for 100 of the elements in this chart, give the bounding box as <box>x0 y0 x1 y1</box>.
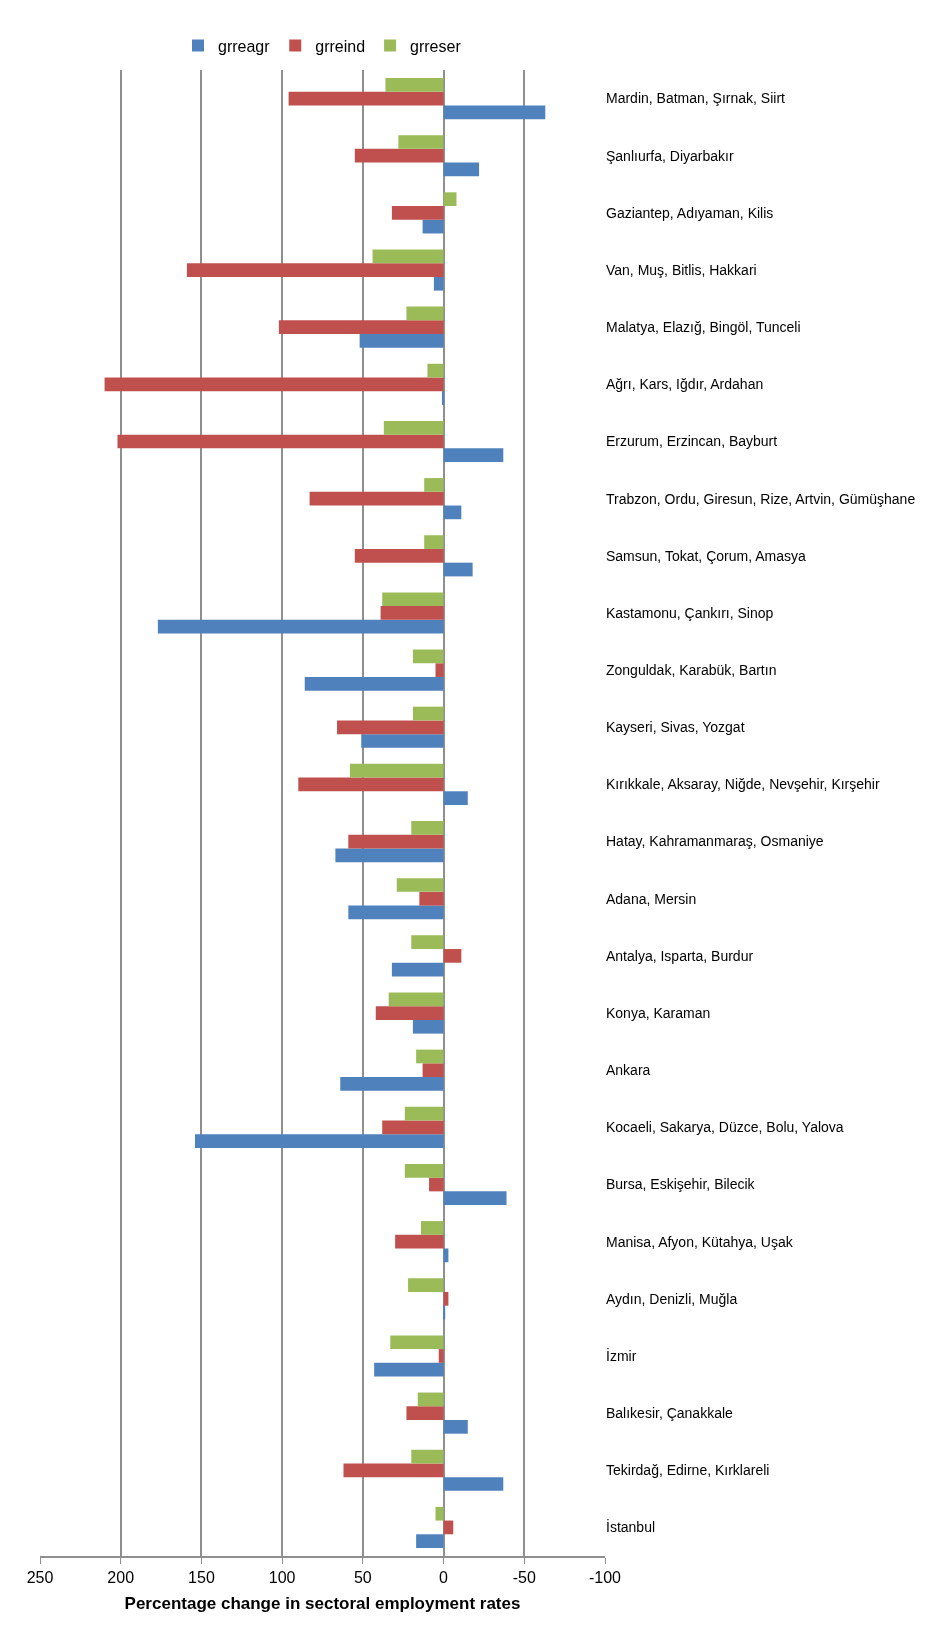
bar <box>443 448 504 463</box>
bar <box>412 649 444 664</box>
bar <box>157 619 444 634</box>
bar <box>406 306 444 321</box>
y-tick-label: Antalya, Isparta, Burdur <box>606 947 754 964</box>
bar <box>408 1278 444 1292</box>
bar <box>406 1406 444 1420</box>
bar <box>391 206 444 220</box>
bar <box>278 320 444 335</box>
bar <box>441 391 444 405</box>
y-tick-label: İstanbul <box>606 1518 656 1536</box>
legend-label: grreind <box>315 37 366 55</box>
y-tick-label: Tekirdağ, Edirne, Kırklareli <box>606 1462 770 1479</box>
y-tick-label: Adana, Mersin <box>606 890 697 907</box>
bar <box>443 791 468 805</box>
bar <box>382 1120 444 1135</box>
x-tick-label: -50 <box>512 1568 536 1586</box>
y-tick-label: Erzurum, Erzincan, Bayburt <box>606 433 778 450</box>
bar <box>429 1177 444 1192</box>
bar <box>443 1477 504 1491</box>
bar <box>383 420 444 435</box>
bar <box>443 162 480 177</box>
y-tick-label: Şanlıurfa, Diyarbakır <box>606 147 734 164</box>
y-tick-label: Hatay, Kahramanmaraş, Osmaniye <box>606 833 824 850</box>
y-tick-label: İzmir <box>606 1346 637 1364</box>
x-tick-label: 250 <box>26 1568 54 1586</box>
y-tick-label: Kastamonu, Çankırı, Sinop <box>606 604 774 621</box>
y-tick-label: Samsun, Tokat, Çorum, Amasya <box>606 547 806 564</box>
bar <box>343 1463 444 1478</box>
bar <box>354 548 444 563</box>
y-tick-label: Gaziantep, Adıyaman, Kilis <box>606 204 774 221</box>
bar <box>385 78 444 92</box>
y-tick-label: Malatya, Elazığ, Bingöl, Tunceli <box>606 319 801 336</box>
bar <box>335 848 444 863</box>
bar <box>391 962 444 977</box>
bar <box>374 1362 444 1377</box>
bar <box>404 1163 444 1178</box>
x-tick-label: 100 <box>268 1568 296 1586</box>
x-tick-label: -100 <box>588 1568 622 1586</box>
y-tick-label: Bursa, Eskişehir, Bilecik <box>606 1176 756 1193</box>
bar <box>337 720 444 735</box>
bar <box>412 1019 444 1034</box>
bar <box>438 1349 444 1363</box>
bar <box>443 1419 468 1434</box>
bar <box>309 491 444 506</box>
bar <box>298 777 444 792</box>
bar <box>422 1063 444 1078</box>
y-tick-label: Konya, Karaman <box>606 1004 711 1021</box>
bar <box>424 535 444 549</box>
legend-label: grreser <box>410 37 462 55</box>
bar <box>380 606 444 620</box>
bar <box>340 1077 444 1091</box>
bar <box>443 505 462 520</box>
x-tick-label: 50 <box>353 1568 372 1586</box>
y-tick-label: Balıkesir, Çanakkale <box>606 1405 734 1422</box>
y-tick-label: Manisa, Afyon, Kütahya, Uşak <box>606 1233 794 1250</box>
y-tick-label: Van, Muş, Bitlis, Hakkari <box>606 261 757 278</box>
bar <box>416 1534 444 1548</box>
bar <box>117 434 444 449</box>
y-tick-label: Kocaeli, Sakarya, Düzce, Bolu, Yalova <box>606 1119 844 1136</box>
bar <box>304 676 444 691</box>
bar <box>354 148 444 163</box>
bar <box>433 276 444 291</box>
bar <box>288 91 444 106</box>
bar <box>390 1335 444 1350</box>
bar <box>443 949 462 963</box>
bar <box>375 1006 444 1020</box>
bar <box>348 834 444 849</box>
bar <box>443 1191 507 1206</box>
y-tick-label: Ankara <box>606 1062 651 1079</box>
y-tick-label: Aydın, Denizli, Muğla <box>606 1290 738 1307</box>
y-tick-label: Kayseri, Sivas, Yozgat <box>606 719 745 736</box>
y-tick-label: Kırıkkale, Aksaray, Niğde, Nevşehir, Kırşehir <box>606 776 880 793</box>
bar <box>420 1221 444 1235</box>
bar <box>411 1449 444 1464</box>
y-tick-label: Ağrı, Kars, Iğdır, Ardahan <box>606 376 764 393</box>
bar <box>349 763 444 778</box>
y-tick-label: Trabzon, Ordu, Giresun, Rize, Artvin, Gümüşhane <box>606 490 916 507</box>
bar <box>372 249 444 264</box>
bar <box>186 263 444 277</box>
bar <box>361 734 444 748</box>
bar <box>417 1392 444 1407</box>
y-tick-label: Zonguldak, Karabük, Bartın <box>606 662 777 679</box>
x-axis-title: Percentage change in sectoral employment rates <box>124 1593 521 1613</box>
bar <box>382 592 444 607</box>
bar <box>396 878 444 892</box>
y-tick-label: Mardin, Batman, Şırnak, Siirt <box>606 90 786 107</box>
bar <box>416 1049 444 1064</box>
bar <box>388 992 444 1007</box>
bar <box>419 891 444 906</box>
bar <box>411 821 444 835</box>
bar <box>443 192 457 207</box>
x-tick-label: 200 <box>107 1568 135 1586</box>
bar <box>395 1234 444 1249</box>
bar <box>404 1106 444 1121</box>
bar <box>443 562 473 577</box>
x-tick-label: 150 <box>188 1568 215 1586</box>
bar <box>104 377 444 392</box>
bar <box>435 663 444 677</box>
bar <box>422 219 444 234</box>
